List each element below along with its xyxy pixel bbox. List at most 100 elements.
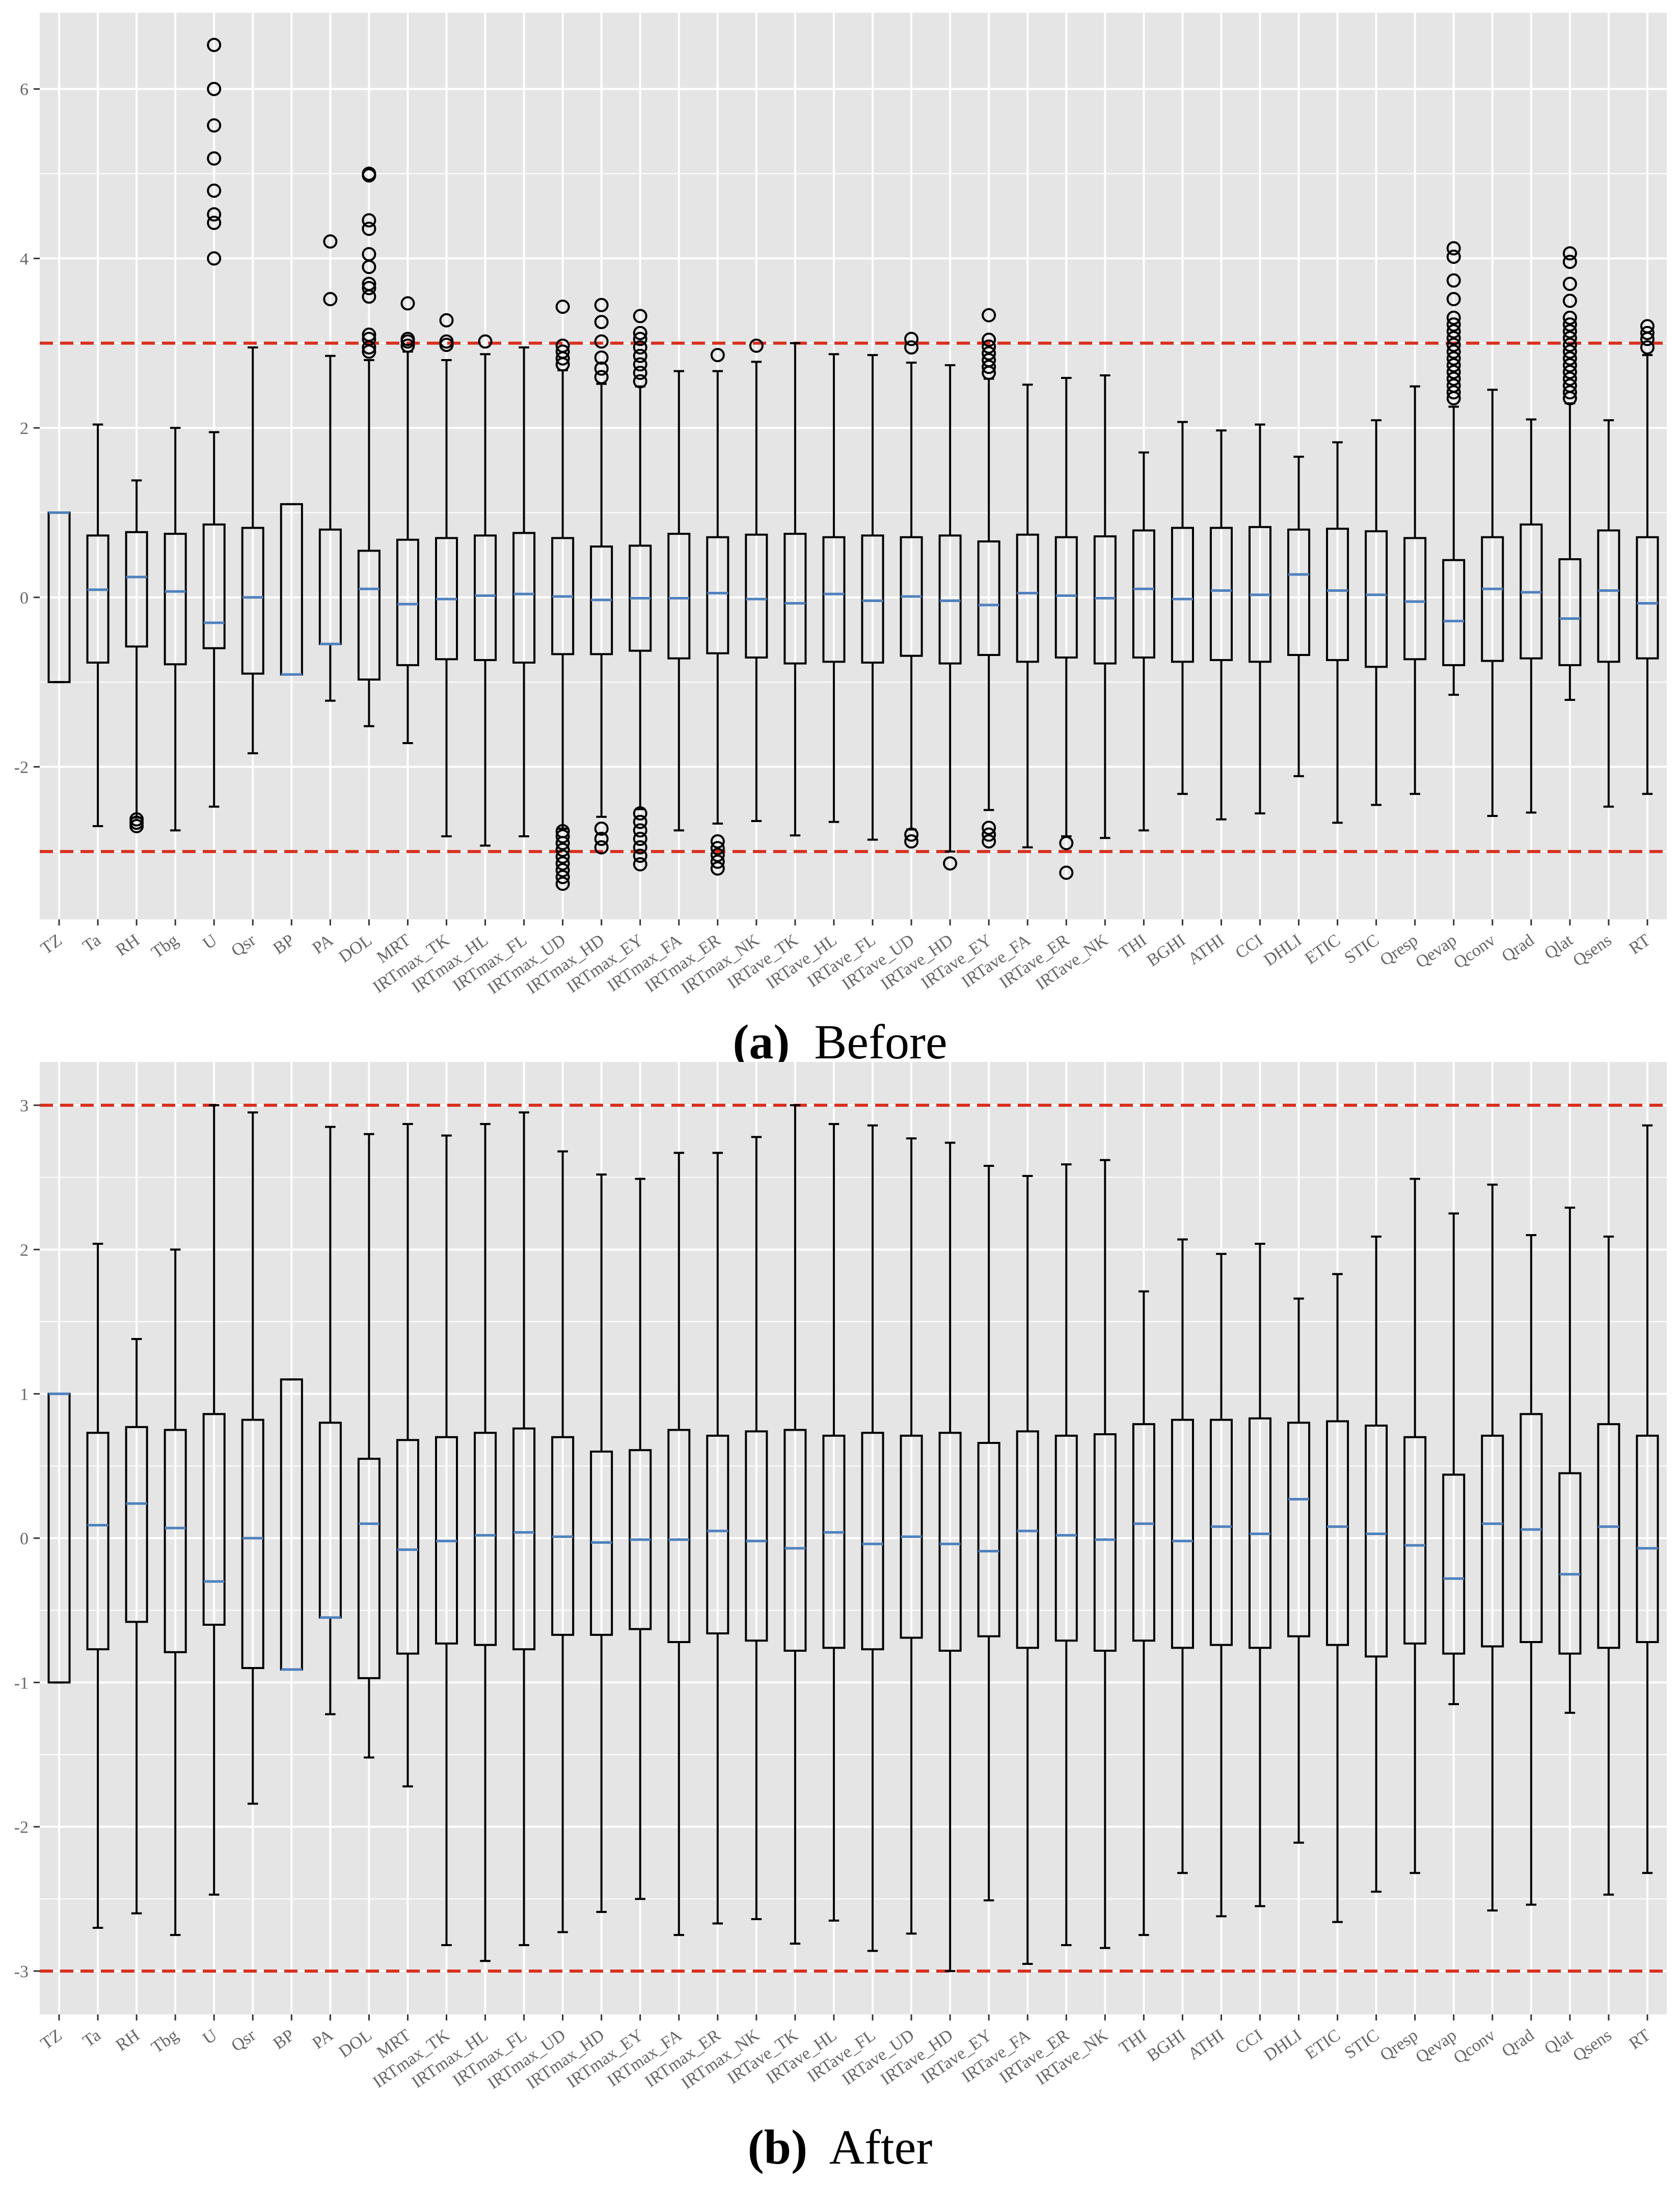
y-tick-label: 2 <box>20 419 29 438</box>
y-tick-label: 2 <box>20 1241 29 1260</box>
outlier-point <box>323 234 338 249</box>
x-tick-label: DHLI <box>1260 2026 1305 2065</box>
x-tick-label: Qlat <box>1541 931 1577 963</box>
box-iqr <box>1326 1420 1349 1646</box>
outlier-point <box>555 299 570 314</box>
box-iqr <box>706 1434 729 1634</box>
x-tick-label: TZ <box>37 931 65 958</box>
outlier-point <box>904 834 919 849</box>
caption-before-text: Before <box>814 1015 947 1069</box>
box-iqr <box>783 533 807 665</box>
outlier-point <box>633 806 647 821</box>
outlier-point <box>943 856 958 871</box>
x-tick-label: Qconv <box>1450 2026 1499 2067</box>
box-iqr <box>512 1427 536 1651</box>
outlier-point <box>633 348 647 363</box>
x-tick-label: Qsr <box>228 2026 259 2056</box>
box-iqr <box>1016 1430 1039 1649</box>
outlier-point <box>710 841 725 856</box>
outlier-point <box>594 334 609 349</box>
outlier-point <box>207 251 222 266</box>
box-iqr <box>1636 536 1659 660</box>
outlier-point <box>555 856 570 871</box>
x-tick-label: Qrad <box>1499 2026 1538 2061</box>
box-iqr <box>474 1432 497 1646</box>
outlier-point <box>594 361 609 376</box>
x-tick-label: RH <box>113 931 143 960</box>
x-tick-label: U <box>199 931 220 953</box>
outlier-point <box>710 848 725 862</box>
x-tick-label: STIC <box>1341 931 1383 968</box>
x-tick-label: TZ <box>37 2026 65 2053</box>
outlier-point <box>633 814 647 829</box>
x-tick-label: Qresp <box>1377 931 1422 970</box>
caption-after: (b) After <box>0 2119 1680 2175</box>
outlier-point <box>1640 340 1655 355</box>
x-tick-label: Qconv <box>1450 931 1499 972</box>
box-iqr <box>1403 1436 1427 1645</box>
outlier-point <box>400 338 415 353</box>
outlier-point <box>1562 365 1577 379</box>
outlier-point <box>439 313 454 327</box>
outlier-point <box>1562 331 1577 345</box>
box-iqr <box>745 1430 768 1642</box>
y-tick-label: -1 <box>14 1674 29 1692</box>
box-iqr <box>164 533 187 666</box>
outlier-point <box>207 118 222 133</box>
outlier-point <box>982 346 996 361</box>
outlier-point <box>633 374 647 389</box>
outlier-point <box>633 831 647 846</box>
outlier-point <box>1446 385 1461 400</box>
outlier-point <box>594 831 609 846</box>
box-iqr <box>1287 1422 1311 1637</box>
outlier-point <box>362 332 376 346</box>
caption-after-text: After <box>829 2120 933 2174</box>
outlier-point <box>1640 325 1655 340</box>
outlier-point <box>478 334 493 349</box>
y-tick-label: -2 <box>14 1818 29 1837</box>
box-iqr <box>512 532 536 664</box>
outlier-point <box>362 327 376 342</box>
box-iqr <box>706 536 729 654</box>
box-iqr <box>1016 533 1039 663</box>
outlier-point <box>1446 317 1461 332</box>
outlier-point <box>633 857 647 871</box>
outlier-point <box>1446 241 1461 256</box>
box-iqr <box>861 1432 884 1651</box>
box-iqr <box>1597 1423 1620 1649</box>
outlier-point <box>982 339 996 354</box>
outlier-point <box>982 333 996 347</box>
outlier-point <box>1446 351 1461 366</box>
box-iqr <box>1481 1434 1504 1648</box>
outlier-point <box>1562 338 1577 352</box>
x-tick-label: ETIC <box>1302 931 1344 968</box>
x-tick-label: Tbg <box>148 931 182 962</box>
caption-after-letter: (b) <box>747 2120 808 2174</box>
outlier-point <box>1562 317 1577 332</box>
outlier-point <box>982 821 996 835</box>
box-iqr <box>1132 1423 1155 1642</box>
box-iqr <box>822 536 846 663</box>
outlier-point <box>594 822 609 836</box>
outlier-point <box>1562 371 1577 386</box>
outlier-point <box>207 215 222 230</box>
box-iqr <box>241 1418 264 1670</box>
box-iqr <box>474 534 497 661</box>
x-tick-label: DHLI <box>1260 931 1305 970</box>
outlier-point <box>594 297 609 312</box>
box-iqr <box>822 1434 846 1649</box>
x-tick-label: BP <box>270 2026 298 2053</box>
x-tick-label: DOL <box>336 931 375 966</box>
outlier-point <box>207 151 222 166</box>
outlier-point <box>904 827 919 842</box>
outlier-point <box>982 353 996 368</box>
x-tick-label: Qresp <box>1377 2026 1422 2065</box>
outlier-point <box>982 308 996 322</box>
caption-before: (a) Before <box>0 1014 1680 1070</box>
outlier-point <box>1446 371 1461 386</box>
box-iqr <box>1093 535 1117 665</box>
box-iqr <box>1520 1413 1543 1643</box>
outlier-point <box>594 370 609 385</box>
outlier-point <box>1562 358 1577 373</box>
outlier-point <box>982 834 996 849</box>
